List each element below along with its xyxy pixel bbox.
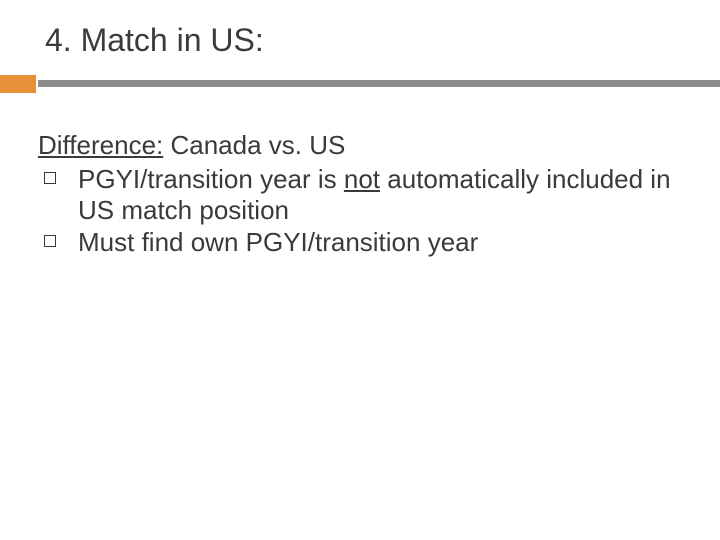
title-underline-main — [38, 80, 720, 87]
bullet-text-pre: Must find own PGYI/transition year — [78, 227, 478, 257]
square-bullet-icon — [44, 235, 56, 247]
body-heading-rest: Canada vs. US — [163, 130, 345, 160]
bullet-text-pre: PGYI/transition year is — [78, 164, 344, 194]
body-heading: Difference: Canada vs. US — [38, 130, 674, 162]
slide-body: Difference: Canada vs. US PGYI/transitio… — [38, 130, 674, 259]
body-heading-underlined: Difference: — [38, 130, 163, 160]
square-bullet-icon — [44, 172, 56, 184]
slide: 4. Match in US: Difference: Canada vs. U… — [0, 0, 720, 540]
bullet-text-underlined: not — [344, 164, 380, 194]
title-underline — [0, 75, 720, 93]
slide-title: 4. Match in US: — [45, 22, 264, 59]
list-item: PGYI/transition year is not automaticall… — [38, 164, 674, 227]
title-underline-accent — [0, 75, 36, 93]
list-item: Must find own PGYI/transition year — [38, 227, 674, 259]
bullet-list: PGYI/transition year is not automaticall… — [38, 164, 674, 259]
